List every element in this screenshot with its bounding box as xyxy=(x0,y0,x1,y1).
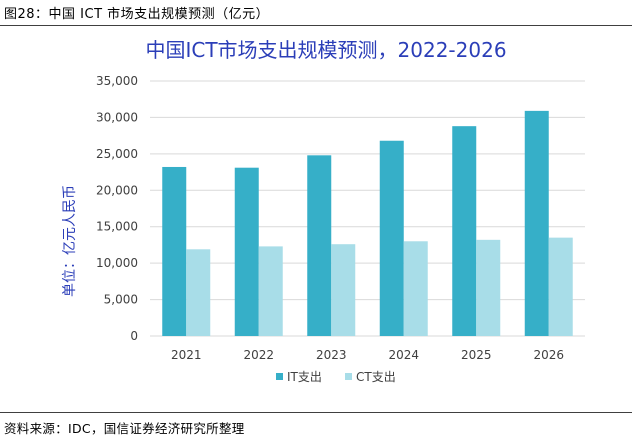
y-tick-label: 5,000 xyxy=(104,293,138,307)
x-tick-label: 2023 xyxy=(316,348,347,362)
y-tick-label: 30,000 xyxy=(96,110,138,124)
legend-label-ct: CT支出 xyxy=(356,370,396,384)
bar-ct-2024 xyxy=(403,241,428,336)
figure-label: 图28：中国 ICT 市场支出规模预测（亿元） xyxy=(4,7,270,22)
source-note: 资料来源：IDC，国信证券经济研究所整理 xyxy=(4,421,245,436)
bar-chart: 中国ICT市场支出规模预测，2022-2026 单位：亿元人民币 0 5,000 1… xyxy=(62,38,585,384)
legend-label-it: IT支出 xyxy=(287,370,322,384)
x-tick-label: 2021 xyxy=(171,348,202,362)
bottom-rule xyxy=(0,412,632,413)
y-tick-label: 10,000 xyxy=(96,256,138,270)
x-tick-label: 2022 xyxy=(243,348,274,362)
y-tick-label: 0 xyxy=(130,329,138,343)
bar-it-2026 xyxy=(524,110,549,336)
bar-it-2023 xyxy=(307,155,332,336)
bar-it-2025 xyxy=(452,126,477,337)
bar-ct-2021 xyxy=(186,249,211,336)
x-axis-ticks: 2021 2022 2023 2024 2025 2026 xyxy=(171,348,564,362)
bar-ct-2023 xyxy=(331,244,356,336)
bar-ct-2022 xyxy=(258,246,283,336)
y-tick-label: 35,000 xyxy=(96,74,138,88)
bars xyxy=(162,110,573,337)
y-axis-ticks: 0 5,000 10,000 15,000 20,000 25,000 30,000 35,0… xyxy=(96,74,138,343)
bar-ct-2025 xyxy=(476,239,501,336)
legend: IT支出 CT支出 xyxy=(276,370,396,384)
x-tick-label: 2026 xyxy=(533,348,564,362)
top-rule xyxy=(0,25,632,26)
x-tick-label: 2024 xyxy=(388,348,419,362)
y-tick-label: 15,000 xyxy=(96,220,138,234)
bar-ct-2026 xyxy=(548,237,573,336)
y-tick-label: 25,000 xyxy=(96,147,138,161)
x-tick-label: 2025 xyxy=(461,348,492,362)
bar-it-2024 xyxy=(379,140,404,336)
legend-swatch-ct xyxy=(345,373,352,380)
bar-it-2021 xyxy=(162,166,187,336)
y-axis-label: 单位：亿元人民币 xyxy=(62,185,78,297)
bar-it-2022 xyxy=(234,167,259,336)
y-tick-label: 20,000 xyxy=(96,183,138,197)
gridlines xyxy=(150,80,585,337)
chart-title: 中国ICT市场支出规模预测，2022-2026 xyxy=(145,38,506,62)
legend-swatch-it xyxy=(276,373,283,380)
